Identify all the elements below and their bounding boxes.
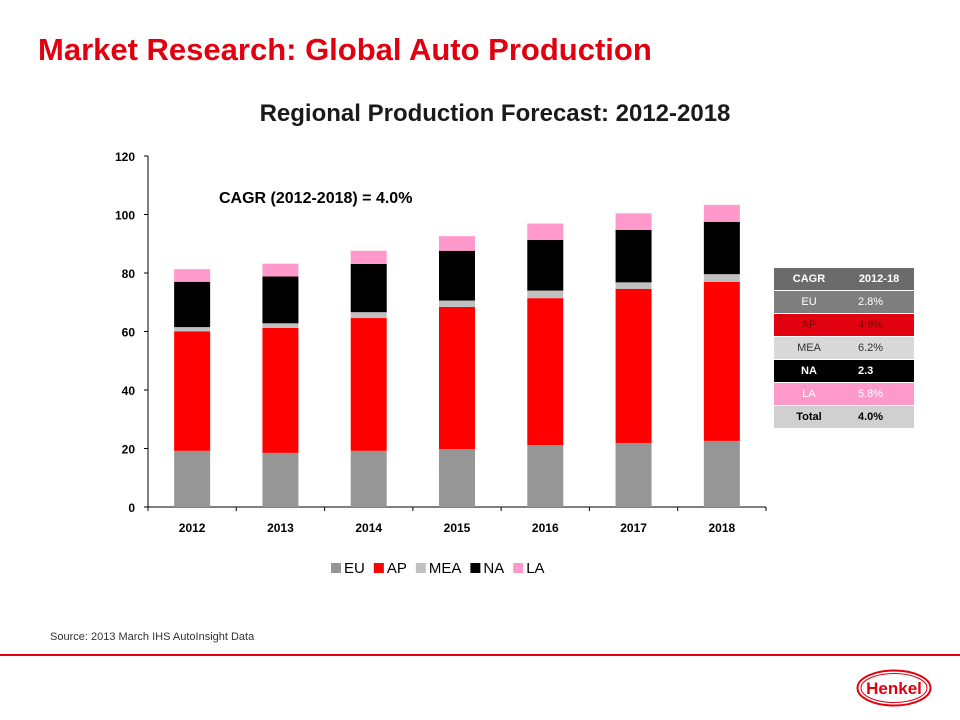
chart-title: Regional Production Forecast: 2012-2018 [259, 100, 731, 127]
bar-la-2016 [527, 223, 564, 240]
bar-na-2013 [262, 276, 299, 324]
bar-ap-2018 [703, 281, 740, 441]
legend-label-ap: AP [387, 560, 407, 577]
cagr-row: LA 5.8% [774, 383, 914, 406]
bar-mea-2014 [350, 312, 387, 319]
bar-la-2012 [174, 269, 211, 282]
x-tick-label: 2015 [444, 521, 471, 535]
legend-swatch-eu [331, 563, 341, 573]
stacked-bar-chart: 0 20 40 60 80 100 120 2012 2013 2014 2015 2016 2017 2… [115, 150, 767, 577]
cagr-value: 4.0% [844, 406, 914, 429]
legend-swatch-la [513, 563, 524, 573]
y-tick-label: 80 [122, 267, 136, 281]
legend-swatch-mea [415, 563, 426, 573]
bar-mea-2018 [703, 274, 740, 282]
bar-eu-2014 [350, 450, 387, 507]
bar-la-2018 [703, 204, 740, 222]
slide-title: Market Research: Global Auto Production [38, 32, 652, 67]
bar-mea-2015 [439, 300, 475, 307]
bar-ap-2014 [350, 318, 387, 451]
cagr-row: EU 2.8% [774, 291, 914, 314]
bar-ap-2017 [615, 288, 652, 443]
cagr-row: MEA 6.2% [774, 337, 914, 360]
bar-la-2013 [262, 263, 299, 277]
cagr-value: 2.3 [844, 360, 914, 383]
y-tick-label: 60 [122, 326, 136, 340]
cagr-header-period: 2012-18 [844, 268, 914, 291]
bar-mea-2013 [262, 323, 299, 328]
y-tick-label: 40 [122, 384, 136, 398]
bar-ap-2012 [174, 331, 211, 451]
y-tick-label: 120 [115, 150, 135, 164]
cagr-row: AP 4.9% [774, 314, 914, 337]
bar-na-2018 [703, 221, 740, 275]
cagr-value: 4.9% [844, 314, 914, 337]
bar-ap-2015 [439, 306, 475, 450]
bar-na-2016 [527, 239, 564, 291]
cagr-annotation: CAGR (2012-2018) = 4.0% [219, 190, 413, 207]
legend-label-la: LA [526, 560, 544, 577]
cagr-region: LA [774, 383, 844, 406]
bar-ap-2016 [527, 298, 564, 445]
cagr-row: NA 2.3 [774, 360, 914, 383]
legend-label-na: NA [483, 560, 504, 577]
x-tick-label: 2016 [532, 521, 559, 535]
bar-mea-2012 [174, 327, 211, 332]
bar-na-2017 [615, 230, 652, 283]
cagr-value: 5.8% [844, 383, 914, 406]
cagr-row: Total 4.0% [774, 406, 914, 429]
cagr-region: EU [774, 291, 844, 314]
bar-na-2012 [174, 281, 211, 328]
x-tick-label: 2014 [355, 521, 382, 535]
bar-eu-2013 [262, 452, 299, 507]
bar-la-2017 [615, 213, 652, 231]
cagr-value: 6.2% [844, 337, 914, 360]
cagr-table-header: CAGR 2012-18 [774, 268, 914, 291]
bar-mea-2016 [527, 290, 564, 299]
bar-mea-2017 [615, 282, 652, 289]
henkel-logo: Henkel [856, 669, 932, 707]
source-note: Source: 2013 March IHS AutoInsight Data [50, 631, 255, 643]
cagr-value: 2.8% [844, 291, 914, 314]
y-tick-label: 20 [122, 443, 136, 457]
bar-la-2015 [439, 236, 475, 251]
cagr-region: Total [774, 406, 844, 429]
x-tick-label: 2012 [179, 521, 206, 535]
bar-eu-2012 [174, 450, 211, 507]
bar-na-2014 [350, 263, 387, 313]
cagr-region: AP [774, 314, 844, 337]
bar-ap-2013 [262, 327, 299, 453]
bar-eu-2017 [615, 442, 652, 507]
x-tick-label: 2018 [709, 521, 736, 535]
cagr-table: CAGR 2012-18 EU 2.8% AP 4.9% MEA 6.2% NA 2.3 LA 5.8… [774, 268, 914, 429]
x-tick-label: 2013 [267, 521, 294, 535]
bar-la-2014 [350, 250, 387, 264]
cagr-region: MEA [774, 337, 844, 360]
cagr-region: NA [774, 360, 844, 383]
svg-text:Henkel: Henkel [866, 679, 922, 698]
bar-eu-2015 [439, 449, 475, 507]
bar-eu-2016 [527, 444, 564, 507]
bar-na-2015 [439, 250, 475, 301]
bar-eu-2018 [703, 440, 740, 507]
y-tick-label: 100 [115, 209, 135, 223]
legend-swatch-na [470, 563, 481, 573]
legend-label-mea: MEA [429, 560, 462, 577]
cagr-header-label: CAGR [774, 268, 844, 291]
y-tick-label: 0 [128, 501, 135, 515]
legend-swatch-ap [373, 563, 384, 573]
footer-divider [0, 654, 960, 656]
legend-label-eu: EU [344, 560, 365, 577]
x-tick-label: 2017 [620, 521, 647, 535]
